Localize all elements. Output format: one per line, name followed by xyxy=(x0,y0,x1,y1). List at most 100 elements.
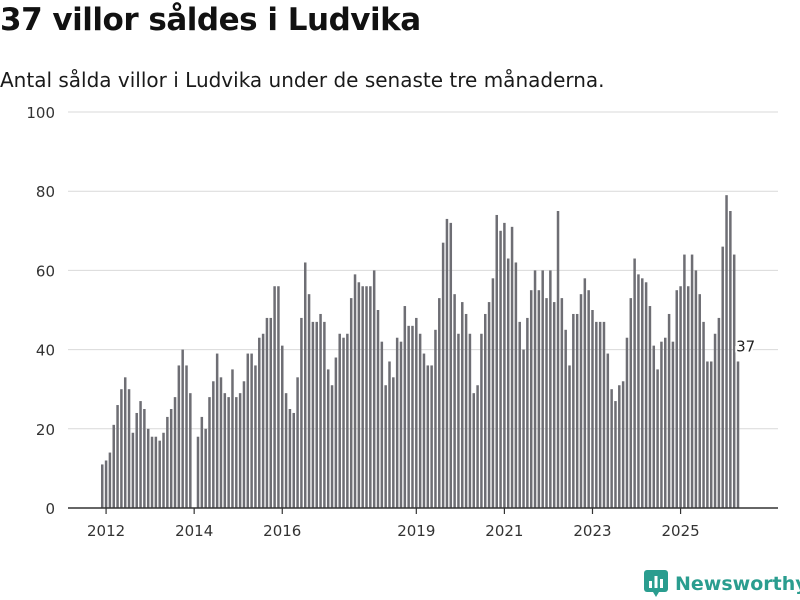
bar xyxy=(143,409,146,508)
bar xyxy=(131,432,135,508)
bar xyxy=(713,333,717,508)
bar xyxy=(123,377,127,508)
bar xyxy=(415,317,418,508)
bar xyxy=(618,385,621,508)
bar xyxy=(671,341,675,508)
bar xyxy=(101,464,104,508)
bar xyxy=(503,222,506,508)
bar xyxy=(575,313,579,508)
y-tick-label: 0 xyxy=(45,500,55,518)
bar xyxy=(614,401,617,508)
bar xyxy=(303,262,307,508)
bar xyxy=(514,262,518,508)
bar xyxy=(162,432,165,508)
bar xyxy=(709,361,713,508)
bar xyxy=(495,214,498,508)
bar xyxy=(533,270,537,508)
bar xyxy=(273,286,276,508)
bar xyxy=(177,365,181,508)
bar xyxy=(369,286,372,508)
bar xyxy=(372,270,376,508)
bar xyxy=(334,357,338,508)
bar xyxy=(717,317,721,508)
bar xyxy=(173,397,177,508)
bar xyxy=(545,298,548,508)
bar xyxy=(365,286,368,508)
bar xyxy=(112,424,115,508)
bar xyxy=(698,294,701,508)
bar xyxy=(342,337,345,508)
bar xyxy=(667,313,671,508)
bar xyxy=(384,385,387,508)
bar xyxy=(426,365,430,508)
bar xyxy=(664,337,667,508)
bar xyxy=(169,409,173,508)
bar xyxy=(403,306,407,508)
bar xyxy=(660,341,663,508)
bar xyxy=(526,317,529,508)
bar xyxy=(694,270,698,508)
bar xyxy=(564,329,567,508)
bar xyxy=(265,317,269,508)
x-tick-label: 2012 xyxy=(87,522,125,540)
y-tick-label: 40 xyxy=(36,342,55,360)
bar xyxy=(395,337,399,508)
bar xyxy=(146,428,150,508)
bar xyxy=(652,345,656,508)
bar xyxy=(284,393,288,508)
bar xyxy=(499,230,502,509)
bar xyxy=(227,397,230,508)
bar xyxy=(349,298,353,508)
bar xyxy=(484,313,487,508)
bar xyxy=(254,365,257,508)
bar xyxy=(656,369,659,508)
bar xyxy=(139,401,142,508)
bar xyxy=(258,337,261,508)
x-tick-label: 2014 xyxy=(175,522,213,540)
bar xyxy=(208,397,211,508)
bar xyxy=(441,242,445,508)
bar xyxy=(116,405,119,508)
bar xyxy=(269,317,273,508)
bar xyxy=(598,321,602,508)
bar xyxy=(281,345,284,508)
bar xyxy=(361,286,364,508)
bar xyxy=(457,333,460,508)
chart-title: 37 villor såldes i Ludvika xyxy=(0,2,421,38)
bar xyxy=(399,341,403,508)
x-tick-label: 2021 xyxy=(485,522,523,540)
bar xyxy=(610,389,613,508)
bar xyxy=(204,428,207,508)
bar xyxy=(135,412,138,508)
bar xyxy=(579,294,583,508)
data-label: 37 xyxy=(736,337,755,355)
bar xyxy=(246,353,250,508)
bar xyxy=(196,436,200,508)
y-tick-label: 80 xyxy=(36,183,55,201)
bar xyxy=(721,246,724,508)
bar xyxy=(449,222,453,508)
bar xyxy=(323,321,326,508)
bar xyxy=(392,377,395,508)
bar xyxy=(445,218,449,509)
bar xyxy=(572,313,575,508)
bar xyxy=(261,333,265,508)
bar xyxy=(552,302,556,508)
bar xyxy=(231,369,234,508)
bar xyxy=(472,393,476,508)
bar xyxy=(434,329,437,508)
bar xyxy=(629,298,633,508)
bar xyxy=(606,353,610,508)
bar xyxy=(702,321,705,508)
bar xyxy=(330,385,334,508)
brand-name: Newsworthy xyxy=(675,573,800,595)
bar xyxy=(675,290,678,508)
chart-subtitle: Antal sålda villor i Ludvika under de se… xyxy=(0,68,605,92)
bar xyxy=(560,298,564,508)
bar xyxy=(568,365,571,508)
bar xyxy=(587,290,590,508)
y-tick-label: 60 xyxy=(36,262,55,280)
bar xyxy=(633,258,636,508)
bar xyxy=(510,226,514,508)
bar xyxy=(353,274,357,508)
